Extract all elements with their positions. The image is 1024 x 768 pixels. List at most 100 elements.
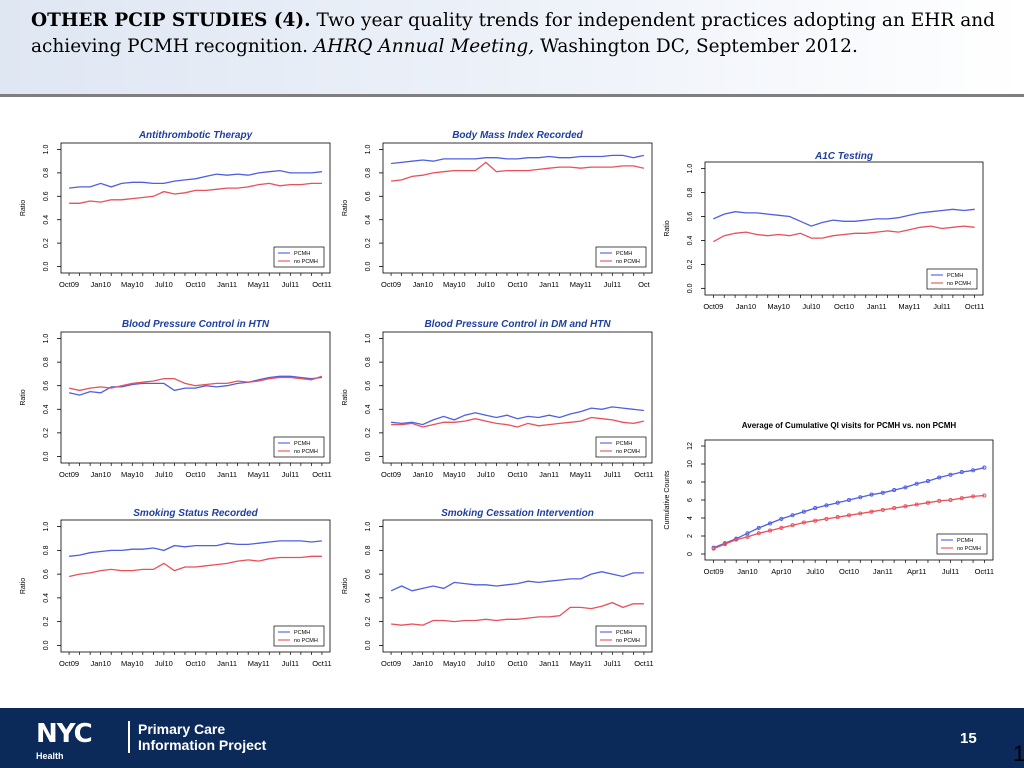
chart-8: Average of Cumulative QI visits for PCMH… bbox=[664, 421, 994, 576]
legend-box bbox=[273, 625, 325, 647]
series-line-no-pcmh bbox=[391, 416, 645, 428]
x-tick-label: Oct09 bbox=[59, 659, 79, 668]
x-tick-label: Oct10 bbox=[834, 302, 854, 311]
x-tick-label: Oct11 bbox=[312, 659, 331, 668]
chart-title: A1C Testing bbox=[814, 151, 873, 162]
legend-label: PCMH bbox=[294, 441, 310, 447]
logo-subtitle: Health bbox=[36, 751, 64, 761]
series-line-pcmh bbox=[391, 406, 644, 426]
x-tick-label: May11 bbox=[570, 659, 592, 668]
y-tick-label: 8 bbox=[687, 480, 694, 484]
y-tick-label: 1.0 bbox=[365, 334, 372, 344]
y-tick-label: 0.2 bbox=[43, 428, 50, 438]
chart-title: Average of Cumulative QI visits for PCMH… bbox=[742, 421, 957, 430]
y-axis-label: Ratio bbox=[342, 200, 349, 216]
chart-5: Blood Pressure Control in DM and HTN 0.0 0… bbox=[342, 319, 654, 479]
footer-bar: NYC Health Primary Care Information Proj… bbox=[0, 708, 1024, 768]
title-text-2: Washington DC, September 2012. bbox=[534, 36, 858, 57]
chart-1: Antithrombotic Therapy 0.0 0.2 0.4 0.6 0.8 1.0… bbox=[20, 130, 332, 289]
data-point bbox=[824, 503, 829, 508]
x-tick-label: Oct10 bbox=[507, 470, 527, 479]
title-bold: OTHER PCIP STUDIES (4). bbox=[31, 10, 311, 31]
legend-label: PCMH bbox=[294, 251, 310, 257]
series-line-pcmh bbox=[69, 540, 322, 557]
y-tick-label: 1.0 bbox=[365, 145, 372, 155]
data-point bbox=[722, 542, 727, 547]
legend-box bbox=[926, 268, 978, 290]
legend-label: PCMH bbox=[947, 273, 963, 279]
x-tick-label: Oct09 bbox=[381, 280, 401, 289]
y-tick-label: 12 bbox=[687, 442, 694, 450]
x-tick-label: Jan11 bbox=[217, 470, 237, 479]
data-point bbox=[869, 509, 874, 514]
chart-7: Smoking Cessation Intervention 0.0 0.2 0.4 0… bbox=[342, 508, 654, 668]
data-point bbox=[846, 497, 852, 503]
title-text-1: Two year quality trends for independent … bbox=[31, 10, 995, 57]
legend-label: PCMH bbox=[616, 251, 632, 257]
slide-header: OTHER PCIP STUDIES (4). Two year quality… bbox=[0, 0, 1024, 97]
x-tick-label: Jul10 bbox=[477, 659, 495, 668]
series-line-pcmh bbox=[68, 375, 322, 396]
x-tick-label: Oct bbox=[638, 280, 651, 289]
x-tick-label: Oct10 bbox=[507, 659, 527, 668]
data-point bbox=[869, 492, 874, 497]
series-line-pcmh bbox=[391, 154, 645, 165]
y-tick-label: 1.0 bbox=[365, 522, 372, 532]
y-tick-label: 0.6 bbox=[365, 191, 372, 201]
chart-title: Blood Pressure Control in DM and HTN bbox=[424, 319, 611, 330]
x-tick-label: Jan11 bbox=[539, 659, 559, 668]
y-tick-label: 0.4 bbox=[687, 235, 694, 245]
y-tick-label: 0.8 bbox=[365, 545, 372, 555]
data-point bbox=[734, 537, 739, 542]
x-tick-label: Jul10 bbox=[477, 470, 495, 479]
y-axis-label: Cumulative Counts bbox=[664, 470, 671, 530]
data-point bbox=[937, 475, 942, 480]
legend-box bbox=[595, 246, 647, 268]
x-tick-label: May11 bbox=[570, 470, 592, 479]
y-tick-label: 0.0 bbox=[365, 262, 372, 272]
chart-3: A1C Testing 0.0 0.2 0.4 0.6 0.8 1.0 Ratio Oct09 J… bbox=[664, 151, 984, 311]
x-tick-label: Jan11 bbox=[873, 567, 893, 576]
data-point bbox=[779, 516, 784, 521]
chart-title: Antithrombotic Therapy bbox=[138, 130, 253, 141]
x-tick-label: Jul10 bbox=[155, 470, 173, 479]
chart-title: Blood Pressure Control in HTN bbox=[122, 319, 270, 330]
x-tick-label: Jul11 bbox=[604, 280, 621, 289]
y-tick-label: 0.8 bbox=[43, 545, 50, 555]
x-tick-label: Jul11 bbox=[282, 280, 299, 289]
x-tick-label: Jan10 bbox=[736, 302, 756, 311]
y-tick-label: 0.2 bbox=[365, 617, 372, 627]
y-tick-label: 0.6 bbox=[43, 569, 50, 579]
x-tick-label: Jan11 bbox=[867, 302, 887, 311]
data-point bbox=[813, 506, 818, 511]
data-point bbox=[846, 513, 852, 518]
data-point bbox=[914, 502, 919, 507]
y-tick-label: 0.0 bbox=[687, 283, 694, 293]
chart-6: Smoking Status Recorded 0.0 0.2 0.4 0.6 0.8 1.… bbox=[20, 508, 332, 668]
x-tick-label: May10 bbox=[121, 280, 144, 289]
x-tick-label: Jan11 bbox=[217, 280, 237, 289]
y-tick-label: 0.8 bbox=[365, 357, 372, 367]
y-tick-label: 0.0 bbox=[365, 640, 372, 650]
x-tick-label: Jul11 bbox=[282, 659, 299, 668]
y-tick-label: 0.2 bbox=[365, 238, 372, 248]
x-tick-label: May11 bbox=[248, 280, 270, 289]
x-tick-label: Apr10 bbox=[771, 567, 791, 576]
y-tick-label: 0.0 bbox=[43, 451, 50, 461]
y-tick-label: 0.4 bbox=[43, 215, 50, 225]
data-point bbox=[858, 511, 863, 516]
y-tick-label: 6 bbox=[687, 498, 694, 502]
legend-label: no PCMH bbox=[616, 449, 640, 455]
legend-label: no PCMH bbox=[947, 281, 971, 287]
title-italic: AHRQ Annual Meeting, bbox=[313, 36, 535, 57]
data-point bbox=[959, 496, 964, 501]
legend-label: no PCMH bbox=[957, 546, 981, 552]
chart-title: Body Mass Index Recorded bbox=[452, 130, 583, 141]
data-point bbox=[835, 500, 840, 505]
legend-label: PCMH bbox=[957, 538, 973, 544]
y-tick-label: 0.6 bbox=[43, 381, 50, 391]
y-axis-label: Ratio bbox=[20, 578, 27, 594]
y-tick-label: 1.0 bbox=[687, 164, 694, 174]
y-tick-label: 0.6 bbox=[365, 381, 372, 391]
data-point bbox=[892, 488, 897, 493]
